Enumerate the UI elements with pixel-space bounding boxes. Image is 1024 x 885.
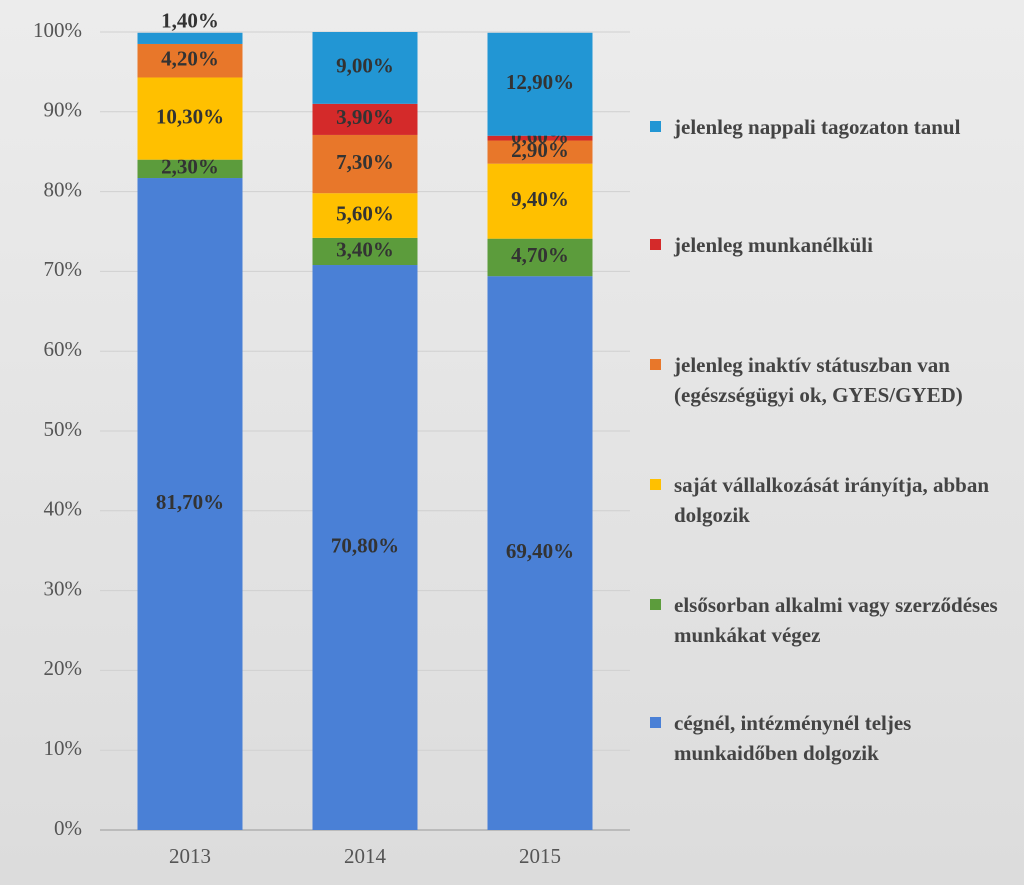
legend-label: elsősorban alkalmi vagy szerződéses munk… [674,593,998,647]
y-tick-label: 40% [44,497,83,521]
legend-swatch [650,717,661,728]
bar-segment [487,135,593,141]
value-label: 7,30% [336,150,394,174]
x-tick-label: 2014 [344,844,387,868]
value-label: 9,40% [511,187,569,211]
legend-label: jelenleg nappali tagozaton tanul [674,115,961,139]
bar-segment [312,134,418,194]
value-label: 3,90% [336,105,394,129]
bar-segment [312,32,418,104]
legend-swatch [650,359,661,370]
y-tick-label: 100% [33,18,82,42]
bar-segment [137,43,243,78]
y-tick-label: 20% [44,656,83,680]
value-label: 81,70% [156,490,224,514]
value-label: 10,30% [156,104,224,128]
legend-label: jelenleg munkanélküli [674,233,873,257]
bar-segment [487,32,593,136]
bar-segment [137,159,243,179]
bar-segment [312,193,418,238]
bar-segment [312,265,418,830]
value-label: 12,90% [506,70,574,94]
value-label: 3,40% [336,237,394,261]
x-tick-label: 2013 [169,844,211,868]
legend-item: elsősorban alkalmi vagy szerződéses munk… [650,590,1020,650]
value-label: 2,90% [511,138,569,162]
value-label: 9,00% [336,54,394,78]
value-label: 4,70% [511,243,569,267]
legend-item: jelenleg inaktív státuszban van (egészsé… [650,350,1020,410]
bar-segment [312,103,418,135]
y-tick-label: 90% [44,98,83,122]
bar-segment [487,163,593,239]
value-label: 5,60% [336,201,394,225]
legend-label: jelenleg inaktív státuszban van (egészsé… [674,353,963,407]
bar-segment [487,140,593,164]
legend-label: saját vállalkozását irányítja, abban dol… [674,473,990,527]
y-tick-label: 60% [44,337,83,361]
bar-segment [137,178,243,830]
y-tick-label: 70% [44,257,83,281]
legend-item: cégnél, intézménynél teljes munkaidőben … [650,708,1020,768]
y-tick-label: 80% [44,177,83,201]
bar-segment [312,237,418,266]
value-label: 1,40% [161,9,219,33]
x-tick-label: 2015 [519,844,561,868]
legend-item: jelenleg munkanélküli [650,230,1020,260]
y-tick-label: 30% [44,576,83,600]
legend-label: cégnél, intézménynél teljes munkaidőben … [674,711,912,765]
bar-segment [137,32,243,44]
legend-swatch [650,121,661,132]
legend-item: jelenleg nappali tagozaton tanul [650,112,1020,142]
y-tick-label: 10% [44,736,83,760]
bar-segment [137,77,243,160]
bar-segment [487,238,593,277]
y-tick-label: 50% [44,417,83,441]
legend-item: saját vállalkozását irányítja, abban dol… [650,470,1020,530]
value-label: 70,80% [331,533,399,557]
value-label: 69,40% [506,539,574,563]
legend-swatch [650,239,661,250]
legend-swatch [650,599,661,610]
value-label: 4,20% [161,47,219,71]
bar-segment [487,276,593,830]
legend-swatch [650,479,661,490]
y-tick-label: 0% [54,816,82,840]
